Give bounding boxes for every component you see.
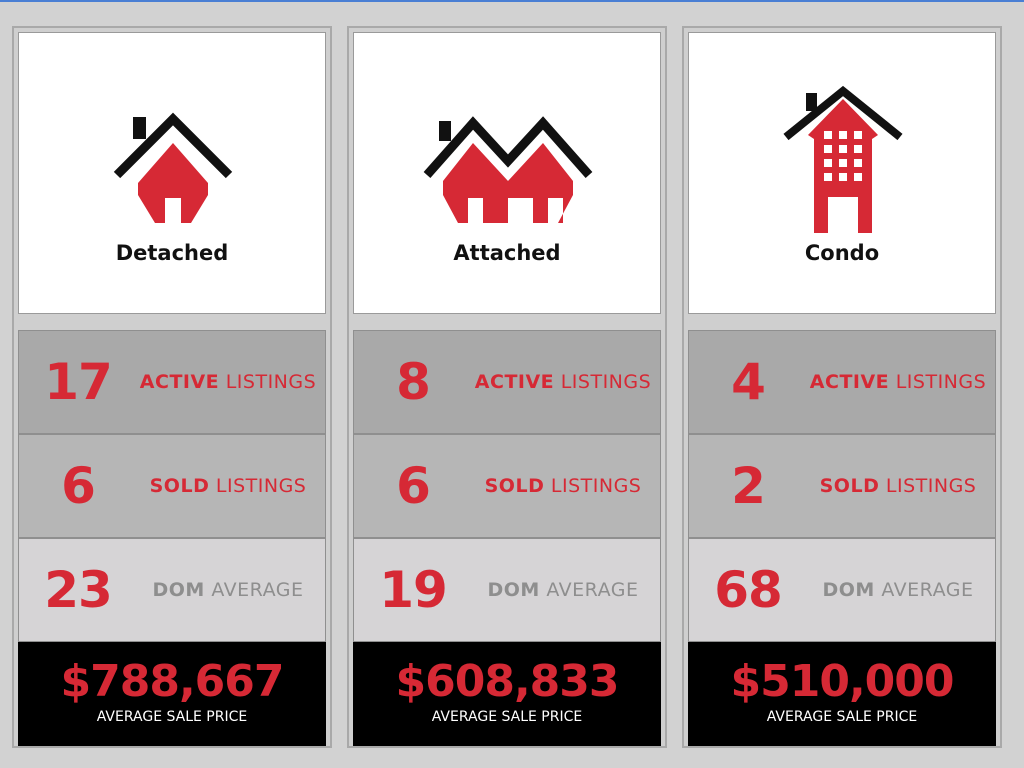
detached-card: Detached 17 ACTIVE LISTINGS 6 SOLD LISTI… [12,26,332,748]
card-header: Attached [353,32,661,314]
sold-listings-count: 2 [731,457,766,515]
active-listings-label: ACTIVE LISTINGS [474,371,652,393]
attached-card: Attached 8 ACTIVE LISTINGS 6 SOLD LISTIN… [347,26,667,748]
detached-house-icon [19,103,327,243]
average-sale-price-caption: AVERAGE SALE PRICE [766,709,918,725]
dom-average-row: 19 DOM AVERAGE [353,538,661,642]
active-listings-label: ACTIVE LISTINGS [139,371,317,393]
dom-average-value: 23 [44,561,113,619]
sold-listings-label: SOLD LISTINGS [484,475,642,497]
dom-average-label: DOM AVERAGE [152,579,304,601]
average-sale-price-panel: $608,833 AVERAGE SALE PRICE [353,642,661,746]
active-listings-row: 4 ACTIVE LISTINGS [688,330,996,434]
property-type-label: Detached [115,241,229,265]
attached-house-icon [354,103,662,243]
sold-listings-row: 6 SOLD LISTINGS [353,434,661,538]
sold-listings-row: 2 SOLD LISTINGS [688,434,996,538]
dom-average-value: 68 [714,561,783,619]
dom-average-label: DOM AVERAGE [822,579,974,601]
active-listings-row: 17 ACTIVE LISTINGS [18,330,326,434]
dom-average-value: 19 [379,561,448,619]
average-sale-price-value: $608,833 [395,656,619,707]
condo-building-icon [689,85,997,245]
average-sale-price-value: $788,667 [60,656,284,707]
dom-average-row: 68 DOM AVERAGE [688,538,996,642]
sold-listings-label: SOLD LISTINGS [819,475,977,497]
sold-listings-label: SOLD LISTINGS [149,475,307,497]
average-sale-price-caption: AVERAGE SALE PRICE [431,709,583,725]
active-listings-count: 4 [731,353,766,411]
dom-average-row: 23 DOM AVERAGE [18,538,326,642]
active-listings-count: 8 [396,353,431,411]
active-listings-row: 8 ACTIVE LISTINGS [353,330,661,434]
average-sale-price-caption: AVERAGE SALE PRICE [96,709,248,725]
average-sale-price-panel: $788,667 AVERAGE SALE PRICE [18,642,326,746]
average-sale-price-panel: $510,000 AVERAGE SALE PRICE [688,642,996,746]
card-header: Condo [688,32,996,314]
active-listings-count: 17 [44,353,113,411]
dom-average-label: DOM AVERAGE [487,579,639,601]
property-type-label: Condo [804,241,880,265]
active-listings-label: ACTIVE LISTINGS [809,371,987,393]
average-sale-price-value: $510,000 [730,656,954,707]
property-type-label: Attached [453,241,561,265]
sold-listings-count: 6 [396,457,431,515]
sold-listings-row: 6 SOLD LISTINGS [18,434,326,538]
card-header: Detached [18,32,326,314]
sold-listings-count: 6 [61,457,96,515]
top-border [0,0,1024,2]
condo-card: Condo 4 ACTIVE LISTINGS 2 SOLD LISTINGS … [682,26,1002,748]
